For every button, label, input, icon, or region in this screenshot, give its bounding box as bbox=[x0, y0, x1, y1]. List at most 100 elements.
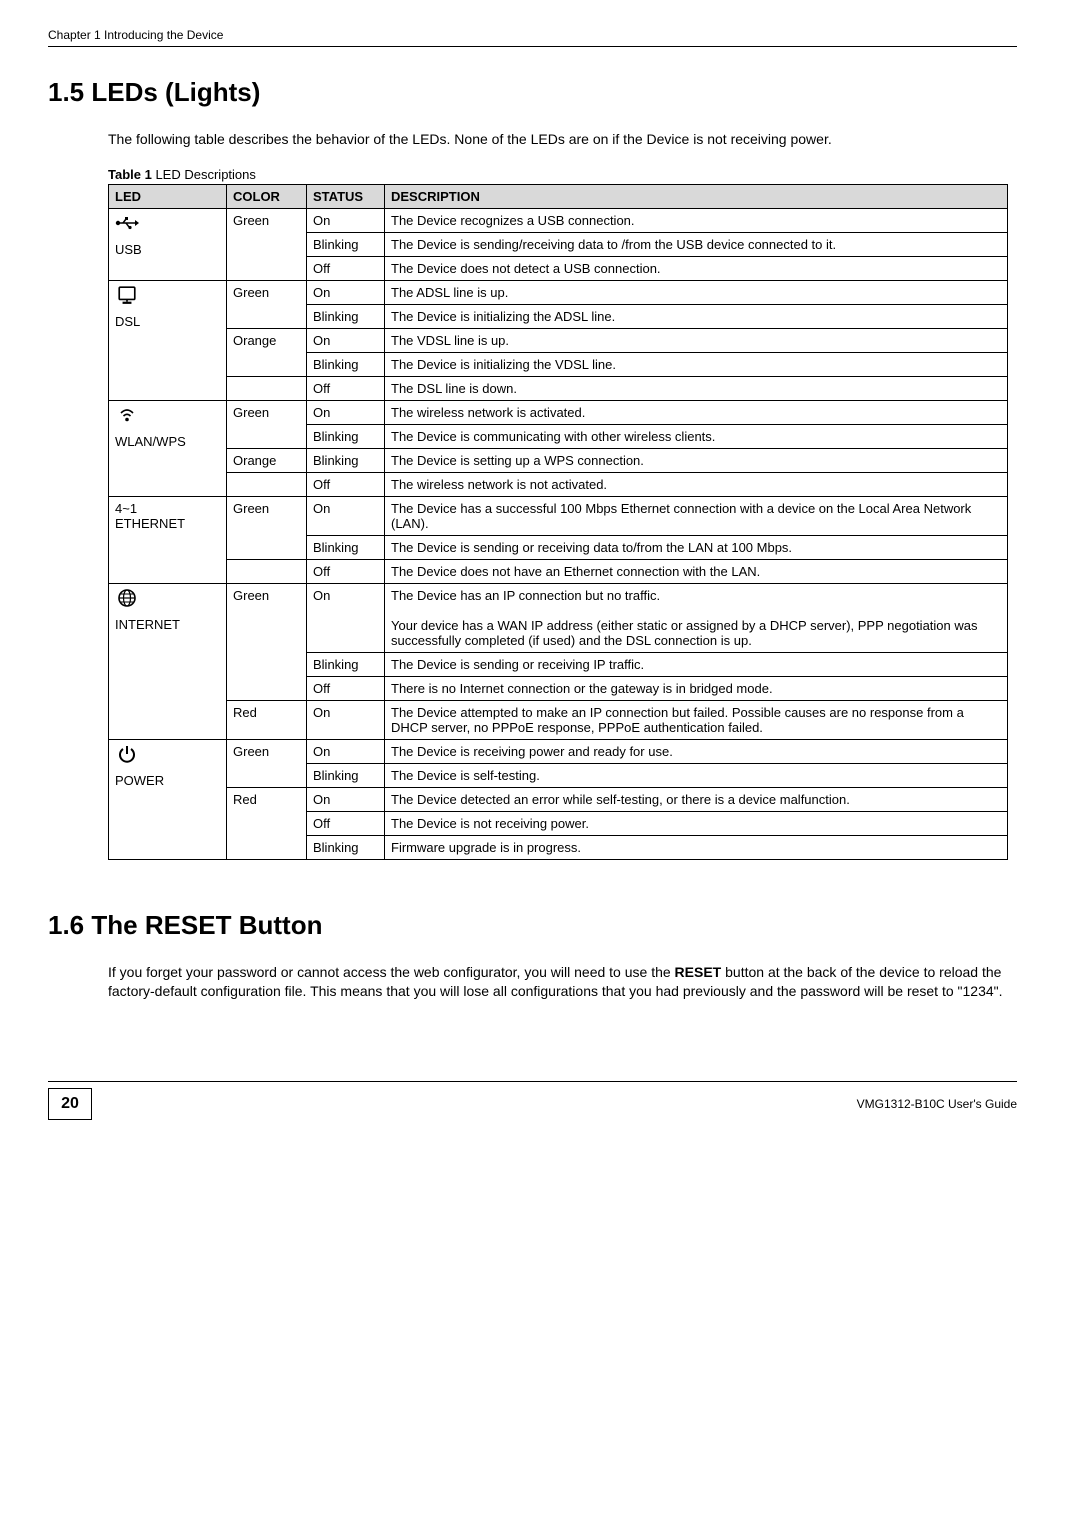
reset-bold: RESET bbox=[675, 964, 722, 980]
description-cell: The Device is communicating with other w… bbox=[385, 424, 1008, 448]
description-cell: The Device is not receiving power. bbox=[385, 811, 1008, 835]
color-cell: Orange bbox=[227, 448, 307, 472]
led-cell: 4~1 ETHERNET bbox=[109, 496, 227, 583]
table-row: OffThe DSL line is down. bbox=[109, 376, 1008, 400]
led-cell: INTERNET bbox=[109, 583, 227, 739]
status-cell: Off bbox=[307, 376, 385, 400]
status-cell: Blinking bbox=[307, 763, 385, 787]
description-cell: The Device attempted to make an IP conne… bbox=[385, 700, 1008, 739]
color-cell: Green bbox=[227, 739, 307, 787]
color-cell: Green bbox=[227, 208, 307, 280]
section-1-6-body: If you forget your password or cannot ac… bbox=[108, 963, 1017, 1001]
led-tbody: USBGreenOnThe Device recognizes a USB co… bbox=[109, 208, 1008, 859]
description-cell: The Device is initializing the ADSL line… bbox=[385, 304, 1008, 328]
footer-row: 20 VMG1312-B10C User's Guide bbox=[48, 1088, 1017, 1120]
page-number: 20 bbox=[48, 1088, 92, 1120]
wlan-icon bbox=[115, 405, 220, 428]
table-1-label: Table 1 bbox=[108, 167, 152, 182]
description-cell: The Device does not have an Ethernet con… bbox=[385, 559, 1008, 583]
description-cell: The wireless network is not activated. bbox=[385, 472, 1008, 496]
description-cell: The Device has an IP connection but no t… bbox=[385, 583, 1008, 652]
led-icon-box: INTERNET bbox=[115, 588, 220, 632]
led-label: USB bbox=[115, 242, 220, 257]
table-row: OrangeBlinkingThe Device is setting up a… bbox=[109, 448, 1008, 472]
description-cell: The VDSL line is up. bbox=[385, 328, 1008, 352]
led-icon-box: 4~1 ETHERNET bbox=[115, 501, 220, 531]
description-cell: The Device is initializing the VDSL line… bbox=[385, 352, 1008, 376]
section-gap bbox=[48, 860, 1017, 910]
table-row: OffThe Device does not have an Ethernet … bbox=[109, 559, 1008, 583]
led-label: WLAN/WPS bbox=[115, 434, 220, 449]
description-cell: The Device detected an error while self-… bbox=[385, 787, 1008, 811]
led-cell: WLAN/WPS bbox=[109, 400, 227, 496]
table-row: INTERNETGreenOnThe Device has an IP conn… bbox=[109, 583, 1008, 652]
table-row: OffThe wireless network is not activated… bbox=[109, 472, 1008, 496]
led-cell: POWER bbox=[109, 739, 227, 859]
led-cell: USB bbox=[109, 208, 227, 280]
internet-icon bbox=[115, 588, 220, 611]
top-rule bbox=[48, 46, 1017, 47]
table-row: DSLGreenOnThe ADSL line is up. bbox=[109, 280, 1008, 304]
led-icon-box: POWER bbox=[115, 744, 220, 788]
status-cell: On bbox=[307, 208, 385, 232]
status-cell: Blinking bbox=[307, 535, 385, 559]
guide-title: VMG1312-B10C User's Guide bbox=[857, 1097, 1017, 1111]
description-cell: Firmware upgrade is in progress. bbox=[385, 835, 1008, 859]
description-cell: The wireless network is activated. bbox=[385, 400, 1008, 424]
table-1-caption-text: LED Descriptions bbox=[152, 167, 256, 182]
section-1-5-heading: 1.5 LEDs (Lights) bbox=[48, 77, 1017, 108]
status-cell: Blinking bbox=[307, 835, 385, 859]
led-table: LED COLOR STATUS DESCRIPTION USBGreenOnT… bbox=[108, 184, 1008, 860]
description-cell: The Device recognizes a USB connection. bbox=[385, 208, 1008, 232]
table-row: USBGreenOnThe Device recognizes a USB co… bbox=[109, 208, 1008, 232]
status-cell: Blinking bbox=[307, 424, 385, 448]
th-color: COLOR bbox=[227, 184, 307, 208]
color-cell: Orange bbox=[227, 328, 307, 376]
chapter-header: Chapter 1 Introducing the Device bbox=[48, 28, 1017, 42]
reset-body-pre: If you forget your password or cannot ac… bbox=[108, 964, 675, 980]
description-cell: The Device is setting up a WPS connectio… bbox=[385, 448, 1008, 472]
led-icon-box: WLAN/WPS bbox=[115, 405, 220, 449]
power-icon bbox=[115, 744, 220, 767]
description-cell: The Device is sending or receiving IP tr… bbox=[385, 652, 1008, 676]
description-cell: The Device is sending or receiving data … bbox=[385, 535, 1008, 559]
led-label: 4~1 ETHERNET bbox=[115, 501, 220, 531]
description-cell: The Device is receiving power and ready … bbox=[385, 739, 1008, 763]
table-row: POWERGreenOnThe Device is receiving powe… bbox=[109, 739, 1008, 763]
section-1-6-heading: 1.6 The RESET Button bbox=[48, 910, 1017, 941]
status-cell: Off bbox=[307, 559, 385, 583]
status-cell: Blinking bbox=[307, 352, 385, 376]
status-cell: Blinking bbox=[307, 652, 385, 676]
led-icon-box: DSL bbox=[115, 285, 220, 329]
color-cell: Red bbox=[227, 787, 307, 859]
led-icon-box: USB bbox=[115, 213, 220, 257]
color-cell: Green bbox=[227, 583, 307, 700]
status-cell: Off bbox=[307, 676, 385, 700]
page-footer: 20 VMG1312-B10C User's Guide bbox=[48, 1081, 1017, 1120]
color-cell bbox=[227, 559, 307, 583]
color-cell: Green bbox=[227, 496, 307, 559]
table-row: RedOnThe Device attempted to make an IP … bbox=[109, 700, 1008, 739]
color-cell bbox=[227, 376, 307, 400]
status-cell: On bbox=[307, 739, 385, 763]
description-cell: The Device is self-testing. bbox=[385, 763, 1008, 787]
usb-icon bbox=[115, 213, 220, 236]
description-cell: The Device does not detect a USB connect… bbox=[385, 256, 1008, 280]
status-cell: On bbox=[307, 400, 385, 424]
th-status: STATUS bbox=[307, 184, 385, 208]
description-cell: The Device has a successful 100 Mbps Eth… bbox=[385, 496, 1008, 535]
color-cell: Red bbox=[227, 700, 307, 739]
status-cell: On bbox=[307, 787, 385, 811]
status-cell: On bbox=[307, 328, 385, 352]
table-row: WLAN/WPSGreenOnThe wireless network is a… bbox=[109, 400, 1008, 424]
status-cell: On bbox=[307, 280, 385, 304]
status-cell: Off bbox=[307, 256, 385, 280]
footer-rule bbox=[48, 1081, 1017, 1082]
color-cell bbox=[227, 472, 307, 496]
dsl-icon bbox=[115, 285, 220, 308]
status-cell: On bbox=[307, 496, 385, 535]
status-cell: On bbox=[307, 583, 385, 652]
color-cell: Green bbox=[227, 280, 307, 328]
description-cell: There is no Internet connection or the g… bbox=[385, 676, 1008, 700]
status-cell: Off bbox=[307, 811, 385, 835]
